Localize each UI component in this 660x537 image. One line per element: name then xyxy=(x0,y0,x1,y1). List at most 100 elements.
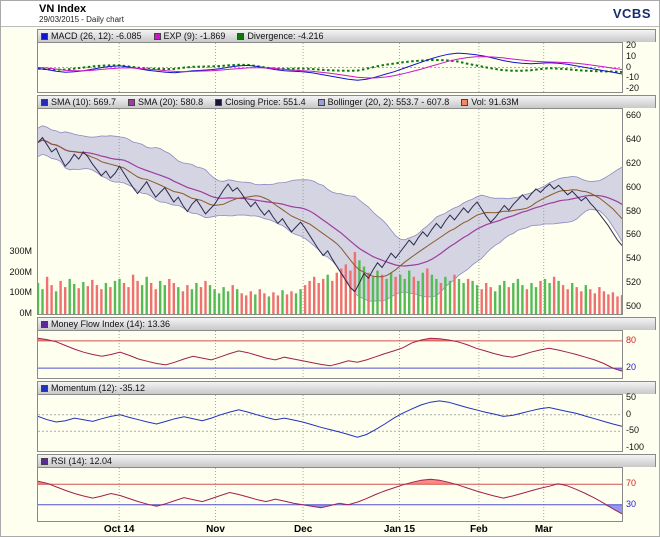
title-block: VN Index 29/03/2015 - Daily chart xyxy=(39,3,124,24)
bollinger-band xyxy=(38,125,622,302)
plot-mfi xyxy=(37,330,623,379)
volume-bar xyxy=(566,289,569,314)
volume-bar xyxy=(534,287,538,314)
volume-bar xyxy=(521,285,524,314)
volume-bar xyxy=(480,289,483,314)
volume-bar xyxy=(426,268,429,314)
price-y-tick-label: 640 xyxy=(626,133,642,144)
momentum-momentum-line xyxy=(38,400,622,438)
volume-bar xyxy=(299,289,302,314)
volume-bar xyxy=(367,272,370,314)
momentum-y-tick-label: -50 xyxy=(626,425,640,436)
volume-bar xyxy=(548,283,551,314)
price-y-tick-label: 600 xyxy=(626,181,642,192)
macd-y-tick-label: -20 xyxy=(626,82,640,93)
volume-bar xyxy=(50,285,53,314)
volume-bar xyxy=(611,292,615,314)
legend-momentum: Momentum (12): -35.12 xyxy=(37,381,656,394)
volume-bar xyxy=(136,280,139,314)
bollinger-upper-line xyxy=(38,125,622,241)
legend-item: MACD (26, 12): -6.085 xyxy=(41,31,142,41)
brand-logo: VCBS xyxy=(612,6,651,21)
volume-bar xyxy=(59,280,62,314)
volume-bar xyxy=(168,278,171,314)
volume-bar xyxy=(54,291,58,314)
volume-bar xyxy=(399,274,402,314)
volume-bar xyxy=(412,276,415,314)
volume-bar xyxy=(109,287,112,314)
volume-bar xyxy=(163,285,166,314)
volume-bar xyxy=(466,278,470,314)
x-axis-label: Nov xyxy=(206,524,225,535)
x-axis-label: Feb xyxy=(470,524,488,535)
volume-bar xyxy=(204,280,207,314)
macd-legend-label: MACD (26, 12): -6.085 xyxy=(51,31,142,41)
volume-bar xyxy=(580,291,583,314)
chart-subtitle: 29/03/2015 - Daily chart xyxy=(39,15,124,24)
volume-bar xyxy=(584,285,587,314)
volume-bar xyxy=(353,252,357,314)
volume-bar xyxy=(561,285,565,314)
momentum-legend-label: Momentum (12): -35.12 xyxy=(51,383,146,393)
price-y-tick-label: 500 xyxy=(626,300,642,311)
volume-bar xyxy=(326,274,329,314)
volume-bar xyxy=(249,291,252,314)
volume-bar xyxy=(498,285,501,314)
legend-macd: MACD (26, 12): -6.085 EXP (9): -1.869 Dive… xyxy=(37,29,656,42)
volume-bar xyxy=(602,291,606,314)
volume-bar xyxy=(489,287,492,314)
volume-bar xyxy=(186,285,189,314)
volume-bar xyxy=(177,287,180,314)
volume-bar xyxy=(344,264,347,314)
volume-bar xyxy=(313,276,316,314)
volume-bar xyxy=(285,294,289,314)
macd-y-tick-label: 10 xyxy=(626,50,637,61)
yaxis-macd: 20 10 0 -10 -20 xyxy=(623,41,656,93)
volume-bar xyxy=(86,286,89,314)
plot-rsi xyxy=(37,467,623,522)
volume-bar xyxy=(507,287,510,314)
volume-bar xyxy=(68,278,71,314)
x-axis-label: Oct 14 xyxy=(103,524,135,535)
volume-bar xyxy=(195,283,198,314)
volume-bar xyxy=(389,272,393,314)
rsi-chart-svg xyxy=(38,468,622,521)
volume-bar xyxy=(254,294,257,314)
x-axis: Oct 14 Nov Dec Jan 15 Feb Mar xyxy=(37,522,659,536)
volume-bar xyxy=(263,293,266,314)
macd-exp-line xyxy=(38,56,622,79)
momentum-y-tick-label: 50 xyxy=(626,392,637,403)
volume-bar xyxy=(593,293,596,314)
price-legend-swatch xyxy=(461,98,469,106)
closing-price-line xyxy=(38,136,622,293)
volume-bar xyxy=(543,278,547,314)
macd-y-tick-label: -10 xyxy=(626,72,640,83)
volume-bar xyxy=(240,293,243,314)
volume-bar xyxy=(231,285,234,314)
rsi-y-tick-label: 70 xyxy=(626,478,637,489)
volume-bar xyxy=(73,284,76,314)
panel-price: SMA (10): 569.7 SMA (20): 580.8 Closing Pr… xyxy=(9,95,656,318)
volume-bar xyxy=(236,289,239,314)
volume-bar xyxy=(408,270,411,314)
volume-bar xyxy=(281,290,284,314)
volume-bar xyxy=(589,289,592,314)
rsi-rsi-line xyxy=(38,478,622,515)
volume-bar xyxy=(362,266,366,314)
volume-bar xyxy=(181,291,185,314)
volume-bar xyxy=(113,280,117,314)
volume-bar xyxy=(190,289,194,314)
volume-bar xyxy=(317,283,320,314)
legend-item: Divergence: -4.216 xyxy=(237,31,323,41)
legend-item: Momentum (12): -35.12 xyxy=(41,383,145,393)
legend-item: Bollinger (20, 2): 553.7 - 607.8 xyxy=(317,97,449,107)
macd-y-tick-label: 0 xyxy=(626,61,632,72)
sma20-line xyxy=(38,139,622,267)
volume-bar xyxy=(462,283,465,314)
macd-divergence-line xyxy=(38,59,622,73)
volume-bar xyxy=(435,278,438,314)
x-axis-label: Mar xyxy=(534,524,553,535)
volume-bar xyxy=(539,280,542,314)
volume-bar xyxy=(91,279,94,314)
